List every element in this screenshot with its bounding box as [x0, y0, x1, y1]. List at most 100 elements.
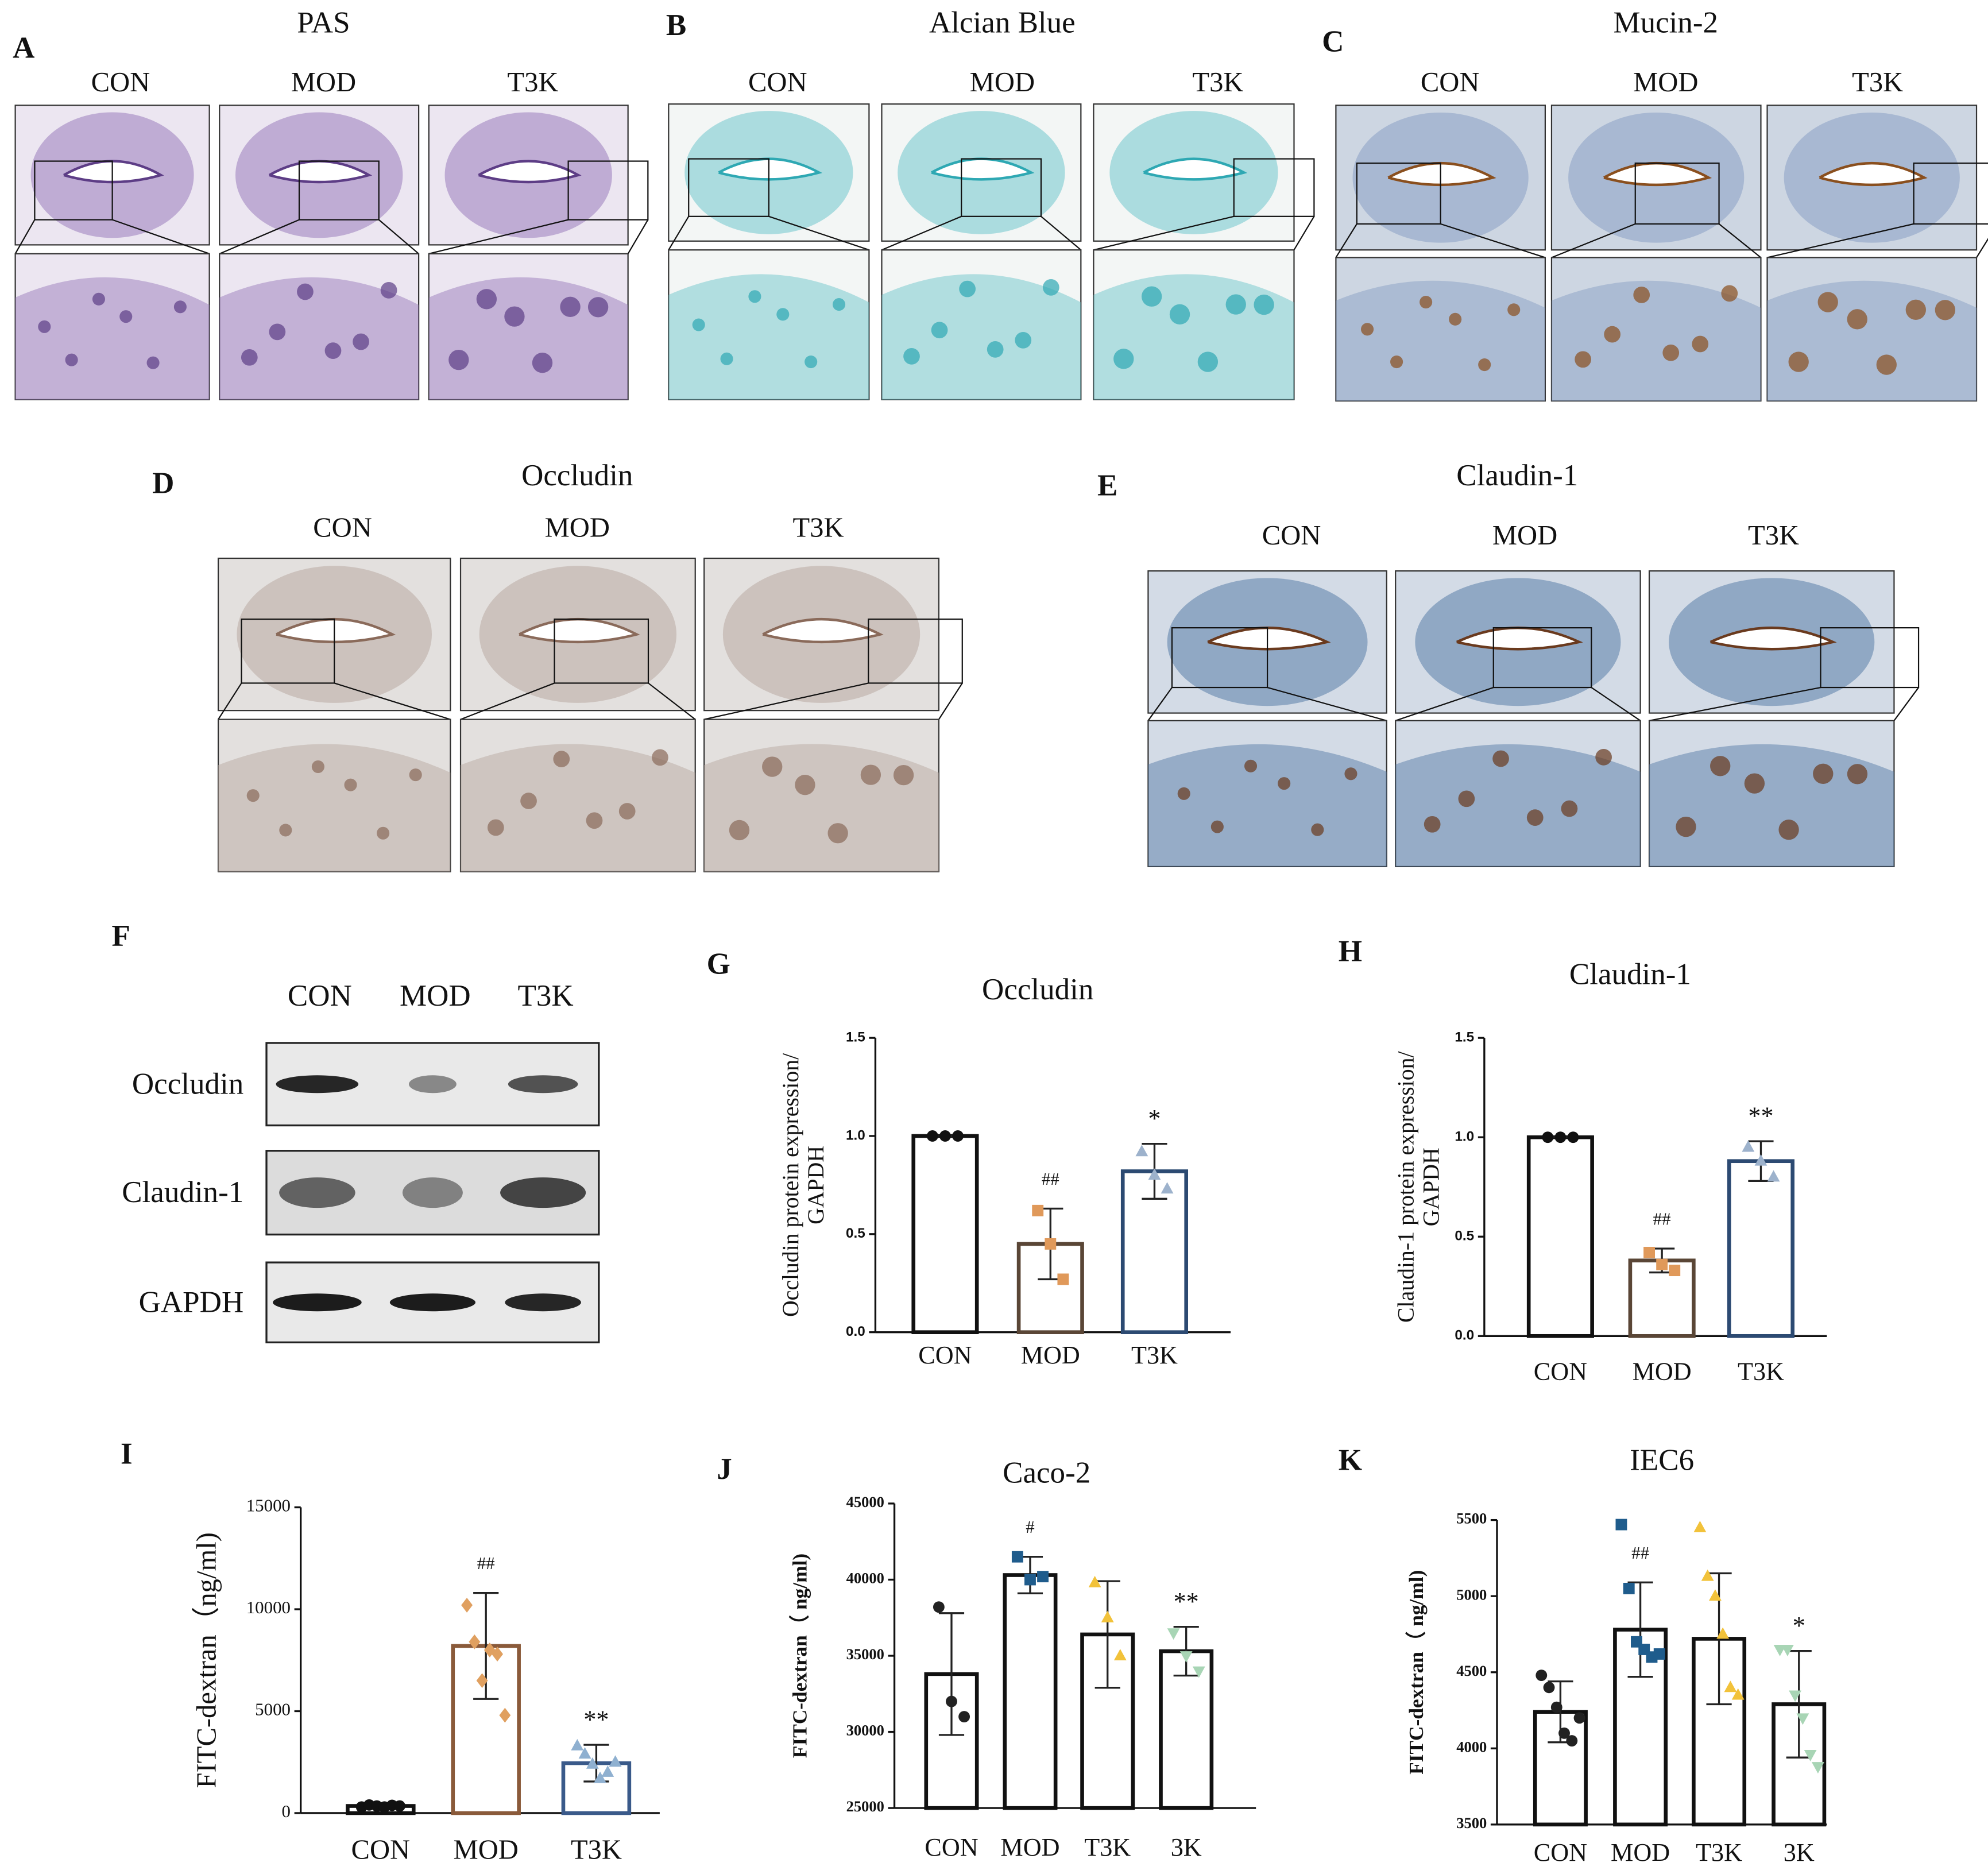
column-label: MOD [291, 67, 356, 98]
inset-box [554, 618, 649, 684]
y-tick-label: 1.5 [1455, 1030, 1474, 1045]
x-tick-label: CON [1534, 1358, 1587, 1386]
data-point [1543, 1682, 1555, 1694]
significance-label: ** [583, 1705, 609, 1733]
panel-letter: K [1339, 1443, 1362, 1477]
cell-cluster [504, 306, 525, 327]
inset-box [1356, 162, 1441, 225]
cell-cluster [762, 756, 783, 777]
lumen [268, 160, 373, 184]
cell-cluster [246, 789, 260, 802]
inset-box [241, 618, 335, 684]
data-point [1192, 1666, 1205, 1678]
cell-cluster [324, 342, 342, 359]
y-axis-label: FITC-dextran（ng/ml) [191, 1532, 222, 1788]
column-label: CON [313, 512, 372, 543]
data-point [1701, 1569, 1714, 1581]
panel-letter: J [717, 1452, 732, 1486]
panel-title: Mucin-2 [1613, 6, 1718, 39]
data-point [1708, 1589, 1722, 1601]
cell-cluster [377, 826, 390, 840]
zoom-line [378, 219, 419, 254]
blot-row-label: Claudin-1 [122, 1176, 243, 1209]
x-tick-label: CON [918, 1341, 972, 1369]
x-tick-label: T3K [1084, 1833, 1131, 1861]
x-tick-label: MOD [1611, 1838, 1670, 1867]
data-point [1113, 1649, 1127, 1660]
significance-label: ## [1042, 1169, 1059, 1189]
cell-cluster [987, 341, 1004, 358]
panel-title: PAS [297, 6, 350, 39]
tissue-zoom [461, 744, 695, 872]
zoom-line [334, 682, 451, 720]
data-point [1656, 1258, 1668, 1270]
y-tick-label: 0.0 [846, 1324, 865, 1339]
y-axis-label: GAPDH [1419, 1147, 1444, 1226]
chart-title: Claudin-1 [1569, 957, 1691, 991]
lumen [1143, 157, 1248, 181]
cell-cluster [1935, 300, 1956, 320]
significance-label: ## [1653, 1208, 1671, 1228]
y-axis-label: GAPDH [803, 1146, 829, 1224]
cell-cluster [1847, 309, 1867, 330]
cell-cluster [560, 296, 581, 317]
cell-cluster [1847, 764, 1868, 785]
x-tick-label: CON [351, 1834, 411, 1865]
data-point [461, 1597, 473, 1613]
panel-letter: B [666, 9, 686, 42]
column-label: MOD [970, 67, 1035, 98]
cell-cluster [241, 349, 258, 366]
zoom-line [218, 682, 242, 720]
data-point [1558, 1727, 1570, 1739]
cell-cluster [1561, 800, 1578, 817]
cell-cluster [1526, 809, 1544, 826]
data-point [926, 1130, 938, 1142]
cell-cluster [893, 764, 914, 786]
tissue-zoom [668, 274, 869, 400]
y-tick-label: 1.0 [846, 1127, 865, 1143]
inset-box [567, 160, 649, 221]
cell-cluster [1458, 790, 1475, 807]
zoom-line [1335, 223, 1357, 258]
bar [1526, 1135, 1594, 1338]
cell-cluster [1905, 299, 1926, 320]
column-label: T3K [507, 67, 558, 98]
data-point [1550, 1701, 1562, 1713]
zoom-line [1041, 215, 1082, 251]
data-point [1754, 1154, 1767, 1166]
bar [1003, 1573, 1058, 1810]
panel-letter: F [111, 919, 130, 953]
column-label: CON [748, 67, 807, 98]
zoom-line [428, 219, 568, 254]
zoom-line [1718, 223, 1762, 258]
data-point [1554, 1131, 1567, 1143]
panel-letter: E [1097, 469, 1117, 503]
x-tick-label: MOD [454, 1834, 519, 1865]
panel-letter: H [1339, 934, 1362, 968]
cell-cluster [1817, 292, 1838, 312]
x-tick-label: T3K [1131, 1341, 1178, 1369]
cell-cluster [587, 297, 609, 318]
lane-label: T3K [517, 979, 573, 1013]
cell-cluster [311, 760, 324, 774]
cell-cluster [1311, 823, 1324, 836]
y-tick-label: 1.0 [1455, 1129, 1474, 1145]
y-tick-label: 40000 [846, 1570, 884, 1587]
chart-title: IEC6 [1630, 1443, 1694, 1477]
cell-cluster [297, 283, 314, 300]
cell-cluster [1113, 349, 1134, 369]
inset-box [1171, 627, 1268, 689]
inset-box [1820, 627, 1920, 689]
data-point [578, 1747, 591, 1759]
cell-cluster [586, 812, 603, 829]
cell-cluster [532, 353, 553, 373]
column-label: CON [1262, 520, 1321, 551]
y-axis-label: FITC-dextran（ ng/ml) [788, 1554, 811, 1758]
cell-cluster [119, 310, 133, 323]
x-tick-label: T3K [571, 1834, 622, 1865]
data-point [1653, 1648, 1665, 1660]
tissue-zoom [1649, 744, 1894, 867]
data-point [394, 1800, 405, 1812]
chart-title: Caco-2 [1003, 1456, 1090, 1489]
cell-cluster [553, 751, 570, 767]
